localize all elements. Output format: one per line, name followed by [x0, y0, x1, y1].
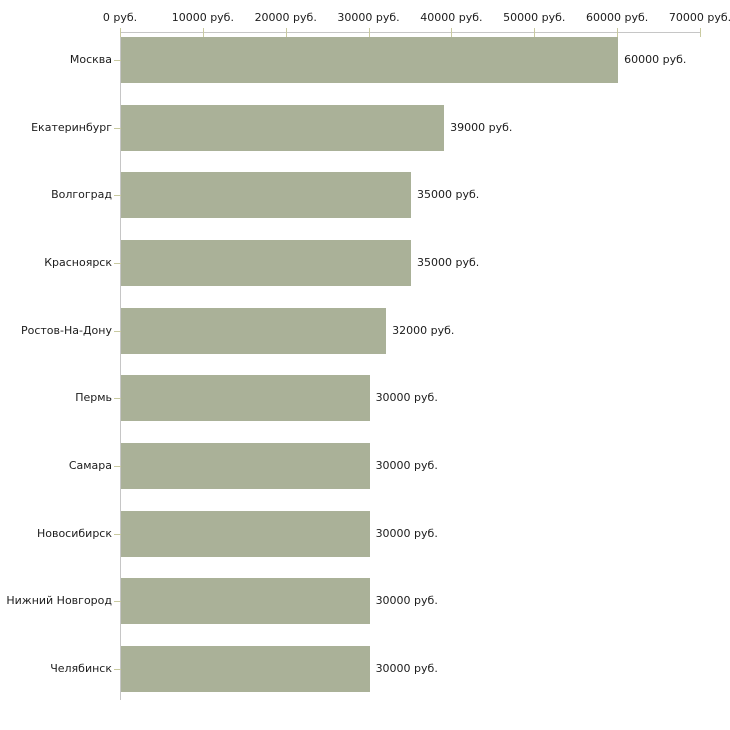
- bar: [121, 510, 370, 557]
- category-tick-mark: [114, 128, 121, 129]
- bar: [121, 375, 370, 422]
- category-tick-mark: [114, 466, 121, 467]
- x-tick-label: 40000 руб.: [420, 11, 483, 24]
- bar: [121, 307, 387, 354]
- x-tick-label: 0 руб.: [102, 11, 138, 24]
- value-label: 35000 руб.: [417, 255, 480, 269]
- value-label: 30000 руб.: [375, 458, 438, 472]
- value-label: 32000 руб.: [392, 323, 455, 337]
- category-tick-mark: [114, 601, 121, 602]
- x-tick-label: 30000 руб.: [337, 11, 400, 24]
- value-label: 30000 руб.: [375, 526, 438, 540]
- category-label: Пермь: [75, 391, 112, 405]
- bar: [121, 645, 370, 692]
- category-label: Волгоград: [51, 188, 112, 202]
- x-tick-mark: [202, 28, 204, 37]
- value-label: 30000 руб.: [375, 594, 438, 608]
- x-tick-mark: [285, 28, 287, 37]
- category-label: Нижний Новгород: [6, 594, 112, 608]
- category-label: Москва: [69, 53, 112, 66]
- value-label: 39000 руб.: [450, 120, 513, 134]
- bar: [121, 104, 445, 151]
- bar: [121, 578, 370, 625]
- value-label: 35000 руб.: [417, 188, 480, 202]
- value-label: 60000 руб.: [624, 53, 687, 66]
- category-label: Красноярск: [44, 255, 112, 269]
- category-tick-mark: [114, 669, 121, 670]
- bar: [121, 239, 411, 286]
- bar: [121, 442, 370, 489]
- x-tick-mark: [120, 28, 121, 37]
- category-label: Ростов-На-Дону: [20, 323, 112, 337]
- category-tick-mark: [114, 398, 121, 399]
- category-label: Самара: [68, 458, 112, 472]
- bar: [121, 172, 411, 219]
- x-tick-label: 50000 руб.: [503, 11, 566, 24]
- y-axis-line: [120, 32, 121, 700]
- x-tick-mark: [368, 28, 370, 37]
- category-tick-mark: [114, 263, 121, 264]
- category-label: Новосибирск: [36, 526, 112, 540]
- x-tick-mark: [700, 28, 701, 37]
- category-tick-mark: [114, 60, 121, 61]
- x-tick-mark: [534, 28, 536, 37]
- x-tick-label: 70000 руб.: [668, 11, 730, 24]
- x-tick-mark: [617, 28, 619, 37]
- value-label: 30000 руб.: [375, 391, 438, 405]
- category-tick-mark: [114, 534, 121, 535]
- value-label: 30000 руб.: [375, 661, 438, 675]
- x-tick-label: 60000 руб.: [586, 11, 649, 24]
- bar: [121, 37, 619, 83]
- category-label: Екатеринбург: [31, 120, 112, 134]
- x-tick-label: 10000 руб.: [171, 11, 234, 24]
- category-tick-mark: [114, 331, 121, 332]
- x-tick-label: 20000 руб.: [254, 11, 317, 24]
- category-tick-mark: [114, 195, 121, 196]
- x-axis-line: [120, 32, 701, 33]
- x-tick-mark: [451, 28, 453, 37]
- category-label: Челябинск: [50, 661, 112, 675]
